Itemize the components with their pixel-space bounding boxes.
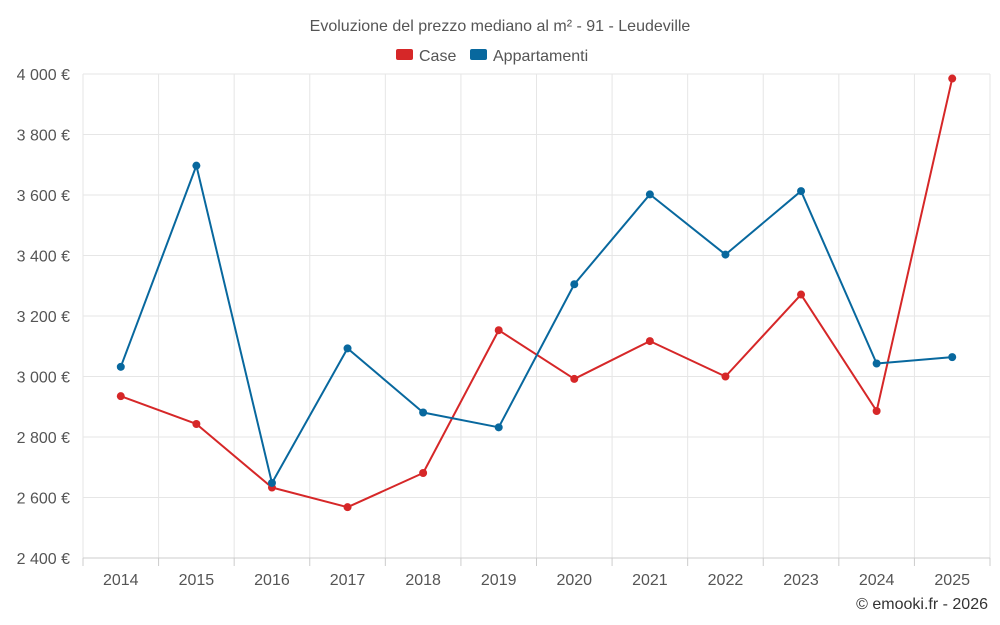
y-tick-label: 3 200 € <box>17 309 70 326</box>
series-layer <box>116 74 957 512</box>
legend-label[interactable]: Case <box>419 48 456 65</box>
y-tick-label: 2 400 € <box>17 551 70 568</box>
data-point[interactable] <box>419 468 428 477</box>
data-point[interactable] <box>645 190 654 199</box>
data-point[interactable] <box>721 250 730 259</box>
data-point[interactable] <box>645 337 654 346</box>
x-tick-label: 2021 <box>632 572 668 589</box>
x-tick-label: 2019 <box>481 572 517 589</box>
x-tick-label: 2018 <box>405 572 441 589</box>
chart-title: Evoluzione del prezzo mediano al m² - 91… <box>310 18 691 35</box>
data-point[interactable] <box>872 359 881 368</box>
data-point[interactable] <box>721 372 730 381</box>
y-tick-label: 3 000 € <box>17 370 70 387</box>
data-point[interactable] <box>570 280 579 289</box>
y-tick-label: 2 600 € <box>17 491 70 508</box>
data-point[interactable] <box>192 419 201 428</box>
legend: Case Appartamenti <box>396 48 588 65</box>
data-point[interactable] <box>116 362 125 371</box>
x-tick-label: 2022 <box>708 572 744 589</box>
y-gridlines <box>83 73 990 498</box>
data-point[interactable] <box>419 408 428 417</box>
x-tick-label: 2017 <box>330 572 366 589</box>
y-tick-label: 4 000 € <box>17 67 70 84</box>
x-axis-ticks: 2014 2015 2016 2017 2018 2019 2020 2021 2022 2023… <box>82 558 991 589</box>
x-tick-label: 2023 <box>783 572 819 589</box>
y-tick-label: 3 600 € <box>17 188 70 205</box>
legend-swatch[interactable] <box>396 49 413 60</box>
data-point[interactable] <box>494 423 503 432</box>
legend-label[interactable]: Appartamenti <box>493 48 588 65</box>
data-point[interactable] <box>948 353 957 362</box>
data-point[interactable] <box>343 503 352 512</box>
data-point[interactable] <box>872 406 881 415</box>
data-point[interactable] <box>948 74 957 83</box>
series-line <box>119 164 953 484</box>
data-point[interactable] <box>797 187 806 196</box>
data-point[interactable] <box>116 392 125 401</box>
data-point[interactable] <box>797 290 806 299</box>
x-tick-label: 2024 <box>859 572 895 589</box>
x-tick-label: 2025 <box>934 572 970 589</box>
data-point[interactable] <box>343 344 352 353</box>
x-tick-label: 2020 <box>556 572 592 589</box>
legend-swatch[interactable] <box>470 49 487 60</box>
x-tick-label: 2014 <box>103 572 139 589</box>
data-point[interactable] <box>494 326 503 335</box>
y-tick-label: 3 800 € <box>17 128 70 145</box>
x-tick-label: 2015 <box>179 572 215 589</box>
y-tick-label: 2 800 € <box>17 430 70 447</box>
y-tick-label: 3 400 € <box>17 249 70 266</box>
series-appartamenti <box>116 161 957 487</box>
data-point[interactable] <box>192 161 201 170</box>
x-tick-label: 2016 <box>254 572 290 589</box>
y-axis-ticks: 2 400 € 2 600 € 2 800 € 3 000 € 3 200 € 3 400… <box>17 67 70 568</box>
data-point[interactable] <box>267 478 276 487</box>
credit-text: © emooki.fr - 2026 <box>856 596 988 613</box>
data-point[interactable] <box>570 374 579 383</box>
